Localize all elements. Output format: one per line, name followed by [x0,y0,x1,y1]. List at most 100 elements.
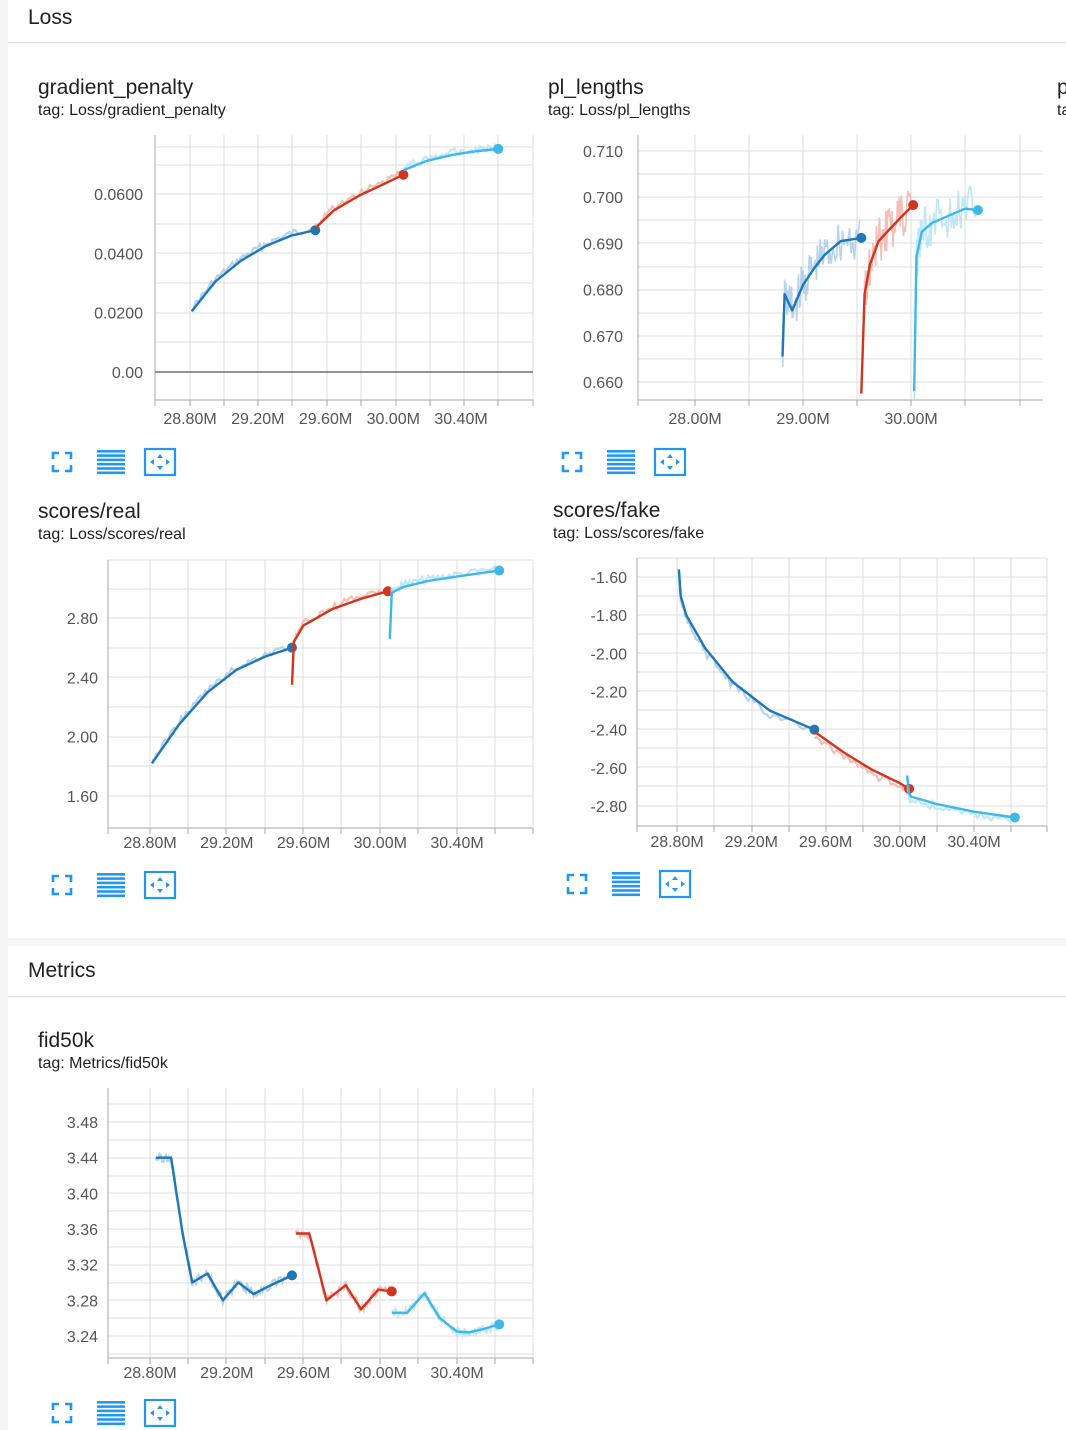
chart-toolbar [51,1398,177,1428]
fit-domain-icon[interactable] [653,447,687,477]
chart-card-fid50k: fid50k tag: Metrics/fid50k [38,1029,538,1429]
list-icon[interactable] [97,1401,125,1426]
series-raw-line [190,227,315,313]
chart-tag: tag: Loss/gradient_penalty [38,102,226,119]
chart-card-partial: p ta [1057,76,1066,136]
series-end-marker [972,205,983,216]
y-tick-label: 0.680 [583,283,623,300]
fit-domain-icon[interactable] [143,447,177,477]
series-line [290,590,389,685]
chart-title: pl_lengths [548,76,644,99]
y-tick-label: 0.710 [583,144,623,161]
x-tick-label: 30.40M [947,834,1000,851]
series-end-marker [286,642,297,653]
x-tick-label: 28.00M [668,411,721,428]
chart-fid[interactable]: 3.24 3.28 3.32 3.36 3.40 3.44 3.48 28.80M 29.20M… [51,1088,534,1428]
x-tick-label: 29.20M [231,411,284,428]
section-header-metrics[interactable]: Metrics [8,946,1066,997]
y-tick-label: -2.40 [591,723,628,740]
series-end-marker [382,586,393,597]
series-end-marker [310,225,321,236]
fit-domain-icon[interactable] [143,1398,177,1428]
series-raw-line [813,735,910,795]
y-tick-label: 0.690 [583,236,623,253]
series-end-marker [908,200,919,211]
y-tick-label: 3.40 [67,1186,98,1203]
series-line [906,775,1015,819]
list-icon[interactable] [612,872,640,897]
expand-icon[interactable] [51,1402,73,1424]
y-tick-label: 3.44 [67,1151,98,1168]
series-line [150,646,293,765]
expand-icon[interactable] [51,874,73,896]
y-tick-label: -2.00 [591,646,628,663]
series-end-marker [398,169,409,180]
x-tick-label: 30.40M [430,1365,483,1382]
chart-tag: tag: Loss/scores/fake [553,525,705,542]
chart-tag: tag: Loss/scores/real [38,526,186,543]
y-tick-label: 0.670 [583,329,623,346]
series-line [190,229,316,312]
series-raw-line [151,643,291,762]
y-tick-label: 0.0200 [94,306,143,323]
x-tick-label: 30.00M [354,835,407,852]
y-tick-label: -1.80 [591,608,628,625]
y-tick-label: 0.660 [583,375,623,392]
y-tick-label: 3.32 [67,1258,98,1275]
chart-gp[interactable]: 0.00 0.0200 0.0400 0.0600 28.80M 29.20M 29.60M… [51,135,534,477]
series-line [781,236,862,357]
series-line [813,730,910,790]
series-line [388,569,500,639]
chart-real[interactable]: 1.60 2.00 2.40 2.80 28.80M 29.20M 29.60M 30.00M… [51,559,534,900]
series-line [677,569,815,731]
series-raw-line [314,170,403,229]
y-tick-label: 2.40 [67,670,98,687]
chart-title: scores/fake [553,499,661,522]
series-end-marker [856,232,867,243]
y-tick-label: 2.00 [67,730,98,747]
series-raw-line [294,1229,392,1315]
series-end-marker [493,143,504,154]
x-tick-label: 29.20M [725,834,778,851]
series-raw-line [290,589,386,684]
expand-icon[interactable] [51,451,73,473]
y-tick-label: 3.48 [67,1115,98,1132]
section-title: Loss [28,6,73,29]
x-tick-label: 29.60M [299,411,352,428]
y-tick-label: 0.00 [112,365,143,382]
chart-fake[interactable]: -1.60 -1.80 -2.00 -2.20 -2.40 -2.60 -2.80 28.80… [566,557,1048,899]
chart-tag: ta [1057,102,1066,119]
x-tick-label: 29.20M [200,835,253,852]
x-tick-label: 29.60M [277,835,330,852]
chart-card-scores-real: scores/real tag: Loss/scores/real [38,500,538,900]
chart-title: gradient_penalty [38,76,194,99]
fit-domain-icon[interactable] [143,870,177,900]
x-tick-label: 30.40M [434,411,487,428]
expand-icon[interactable] [566,873,588,895]
series-end-marker [1009,812,1020,823]
x-tick-label: 29.60M [277,1365,330,1382]
fit-domain-icon[interactable] [658,869,692,899]
x-tick-label: 29.20M [200,1365,253,1382]
series-line [155,1156,293,1302]
series-line [402,147,499,172]
y-tick-label: 3.24 [67,1329,98,1346]
series-line [314,173,404,229]
x-tick-label: 30.40M [430,835,483,852]
chart-title: scores/real [38,500,141,523]
y-tick-label: 3.36 [67,1222,98,1239]
section-title: Metrics [28,959,96,982]
series-raw-line [781,220,861,367]
series-raw-line [388,564,497,640]
y-tick-label: -2.60 [591,761,628,778]
list-icon[interactable] [97,450,125,475]
expand-icon[interactable] [561,451,583,473]
list-icon[interactable] [97,873,125,898]
chart-pl[interactable]: 0.660 0.670 0.680 0.690 0.700 0.710 28.00M 29.0… [561,135,1043,477]
series-line [913,207,979,392]
section-header-loss[interactable]: Loss [8,0,1066,43]
y-tick-label: 3.28 [67,1293,98,1310]
list-icon[interactable] [607,450,635,475]
chart-tag: tag: Loss/pl_lengths [548,102,691,119]
y-tick-label: 0.0400 [94,246,143,263]
